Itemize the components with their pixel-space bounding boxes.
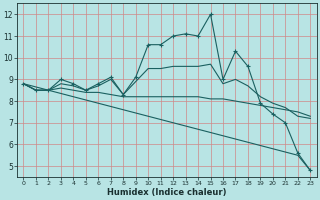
X-axis label: Humidex (Indice chaleur): Humidex (Indice chaleur): [107, 188, 227, 197]
